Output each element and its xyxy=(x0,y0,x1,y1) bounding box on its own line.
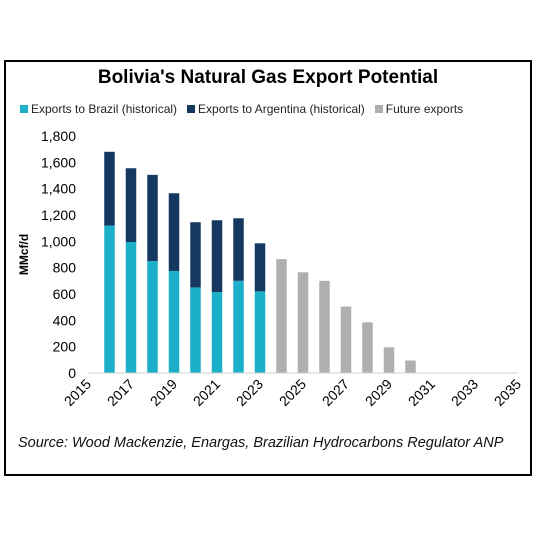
bar-brazil-2019 xyxy=(168,270,180,373)
x-tick-label: 2027 xyxy=(319,376,352,409)
chart-frame: Bolivia's Natural Gas Export Potential E… xyxy=(4,60,532,476)
y-tick-label: 600 xyxy=(53,286,77,302)
legend-swatch-argentina xyxy=(187,105,196,113)
x-tick-label: 2035 xyxy=(491,376,524,409)
legend-item-argentina: Exports to Argentina (historical) xyxy=(187,102,365,116)
x-tick-label: 2033 xyxy=(448,376,481,409)
legend-swatch-brazil xyxy=(20,105,28,113)
x-tick-label: 2021 xyxy=(190,376,223,409)
bar-future-2026 xyxy=(319,280,330,373)
bar-argentina-2017 xyxy=(125,168,137,242)
bar-future-2024 xyxy=(276,259,287,373)
x-tick-label: 2015 xyxy=(61,376,94,409)
legend-label-future: Future exports xyxy=(385,102,464,116)
legend-label-argentina: Exports to Argentina (historical) xyxy=(198,102,365,116)
bar-brazil-2018 xyxy=(147,261,158,373)
bar-brazil-2023 xyxy=(254,291,266,373)
x-tick-label: 2031 xyxy=(405,376,438,409)
chart-plot: 0 200 400 600 800 1,000 1,200 1,400 1,600 1,800 MM… xyxy=(17,128,524,409)
bar-argentina-2018 xyxy=(147,174,158,262)
y-tick-label: 1,600 xyxy=(41,154,76,170)
source-note: Source: Wood Mackenzie, Enargas, Brazili… xyxy=(18,435,504,451)
y-tick-label: 1,000 xyxy=(41,233,76,249)
bar-future-2029 xyxy=(383,347,395,373)
bar-argentina-2019 xyxy=(168,193,180,271)
legend-swatch-future xyxy=(374,105,383,113)
x-tick-label: 2029 xyxy=(362,376,395,409)
bar-brazil-2022 xyxy=(233,280,244,373)
bar-argentina-2022 xyxy=(233,218,244,281)
bar-argentina-2016 xyxy=(104,151,115,226)
y-tick-label: 200 xyxy=(53,339,77,355)
y-tick-label: 1,200 xyxy=(41,207,76,223)
legend-item-future: Future exports xyxy=(374,102,464,116)
bar-argentina-2021 xyxy=(211,220,223,293)
bar-future-2027 xyxy=(340,306,352,373)
x-tick-label: 2025 xyxy=(276,376,309,409)
legend-label-brazil: Exports to Brazil (historical) xyxy=(31,102,178,116)
bar-brazil-2020 xyxy=(190,287,201,373)
chart-legend: Exports to Brazil (historical) Exports t… xyxy=(20,102,463,116)
x-tick-label: 2023 xyxy=(233,376,266,409)
bar-brazil-2021 xyxy=(211,292,223,373)
y-tick-label: 1,800 xyxy=(41,128,76,144)
y-tick-label: 1,400 xyxy=(41,181,76,197)
legend-item-brazil: Exports to Brazil (historical) xyxy=(20,102,177,116)
y-axis-label: MMcf/d xyxy=(17,234,31,275)
chart-title: Bolivia's Natural Gas Export Potential xyxy=(97,67,439,88)
y-tick-label: 800 xyxy=(53,260,77,276)
y-tick-label: 0 xyxy=(68,365,76,381)
x-tick-label: 2017 xyxy=(104,376,137,409)
x-tick-label: 2019 xyxy=(147,376,180,409)
y-tick-label: 400 xyxy=(53,312,77,328)
bar-brazil-2016 xyxy=(104,225,115,373)
bar-argentina-2023 xyxy=(254,243,266,292)
bar-brazil-2017 xyxy=(125,241,137,373)
bar-future-2025 xyxy=(297,272,309,373)
bar-argentina-2020 xyxy=(190,222,201,288)
bar-future-2030 xyxy=(405,360,416,373)
bar-future-2028 xyxy=(362,322,373,373)
